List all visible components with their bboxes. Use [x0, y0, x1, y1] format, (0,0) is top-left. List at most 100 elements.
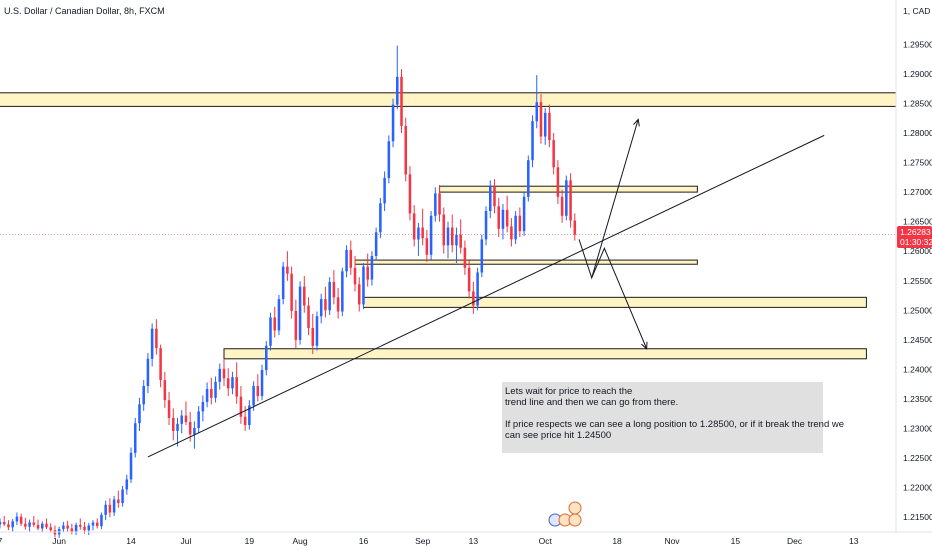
candle-body	[353, 267, 357, 285]
time-tick-label: Dec	[787, 536, 803, 546]
candle-body	[205, 388, 209, 402]
candle-body	[543, 112, 547, 137]
candle-body	[374, 232, 378, 256]
candle-body	[24, 523, 27, 527]
time-tick-label: Nov	[664, 536, 680, 546]
candle-body	[315, 316, 319, 346]
support-resistance-zone[interactable]	[223, 348, 867, 360]
candle-body	[167, 400, 171, 418]
price-axis[interactable]: 1.29500 1.29000 1.28500 1.28000 1.27500 1.270…	[903, 39, 932, 522]
candle-body	[180, 415, 184, 424]
candle-body	[222, 368, 226, 379]
candle-body	[218, 368, 222, 382]
candle-body	[383, 177, 386, 204]
candle-body	[391, 104, 395, 142]
current-price-tag-bg	[897, 226, 932, 248]
candle-body	[400, 76, 403, 126]
note-line-5: can see price hit 1.24500	[505, 430, 611, 441]
projection-path[interactable]	[591, 246, 648, 349]
price-tick-label: 1.22000	[903, 483, 932, 493]
candle-body	[150, 328, 154, 359]
candle-body	[303, 286, 306, 306]
candle-body	[463, 247, 467, 268]
candle-body	[442, 214, 446, 246]
candle-body	[501, 209, 505, 229]
candle-body	[573, 220, 577, 235]
candle-body	[260, 370, 264, 397]
candle-body	[290, 273, 293, 311]
time-tick-label: Jul	[181, 536, 192, 546]
candle-body	[548, 112, 551, 141]
candle-body	[366, 266, 369, 280]
candle-body	[425, 238, 429, 255]
time-tick-label: 15	[731, 536, 741, 546]
note-box-bg	[502, 382, 823, 453]
candle-body	[345, 250, 348, 272]
candle-body	[357, 284, 361, 305]
overlay-layer[interactable]	[0, 118, 896, 458]
currency-badge[interactable]: 1, CAD	[903, 6, 930, 16]
candle-body	[362, 266, 365, 305]
note-box[interactable]: Lets wait for price to reach the trend l…	[502, 382, 844, 453]
candle-body	[62, 525, 65, 530]
support-resistance-zone[interactable]	[362, 296, 867, 308]
candle-body	[197, 411, 200, 428]
candle-body	[434, 193, 437, 216]
candle-body	[518, 215, 522, 232]
event-flag-icon-1[interactable]	[568, 501, 582, 515]
support-resistance-zone[interactable]	[439, 185, 698, 193]
candle-body	[459, 234, 462, 248]
support-resistance-zone[interactable]	[0, 92, 897, 107]
candle-body	[539, 102, 543, 137]
candle-body	[142, 385, 145, 405]
candle-body	[476, 272, 479, 306]
countdown-label: 01:30:32	[900, 237, 932, 247]
price-tick-label: 1.29000	[903, 69, 932, 79]
candle-body	[112, 499, 116, 513]
candle-body	[281, 266, 285, 300]
candle-body	[79, 524, 82, 527]
event-flag-icon-4[interactable]	[568, 513, 582, 527]
time-axis[interactable]: 7 Jun 14 Jul 19 Aug 16 Sep 13 Oct 18 Nov 15 Dec 13	[0, 536, 859, 546]
candle-body	[480, 239, 484, 273]
candle-body	[15, 516, 19, 522]
time-tick-label: Jun	[52, 536, 66, 546]
price-tick-label: 1.28000	[903, 128, 932, 138]
price-tick-label: 1.24000	[903, 364, 932, 374]
time-tick-label: 13	[849, 536, 859, 546]
candle-layer	[0, 45, 577, 538]
time-tick-label: 16	[359, 536, 369, 546]
time-tick-label: 19	[245, 536, 255, 546]
candle-body	[552, 140, 555, 168]
candle-body	[214, 381, 217, 398]
candle-body	[138, 404, 141, 424]
zone-layer[interactable]	[0, 92, 897, 360]
candle-body	[83, 526, 86, 531]
events-icon[interactable]	[548, 501, 582, 527]
candle-body	[133, 423, 137, 453]
candle-body	[201, 401, 205, 412]
price-tick-label: 1.29500	[903, 39, 932, 49]
candle-body	[273, 317, 276, 331]
price-tick-label: 1.28500	[903, 98, 932, 108]
candle-body	[159, 348, 162, 381]
candle-body	[129, 452, 133, 480]
candle-body	[269, 317, 272, 346]
candle-body	[319, 299, 323, 317]
trend-line[interactable]	[147, 134, 825, 458]
time-tick-label: 14	[126, 536, 136, 546]
candle-body	[324, 299, 327, 311]
time-tick-label: Sep	[415, 536, 430, 546]
candle-body	[349, 250, 353, 268]
candle-body	[125, 479, 129, 490]
candle-body	[45, 523, 48, 528]
candle-body	[450, 227, 454, 246]
candle-body	[172, 417, 175, 431]
candle-body	[535, 102, 539, 122]
candle-body	[396, 76, 399, 105]
candle-body	[404, 125, 408, 175]
support-resistance-zone[interactable]	[354, 259, 698, 265]
candle-body	[387, 141, 391, 178]
